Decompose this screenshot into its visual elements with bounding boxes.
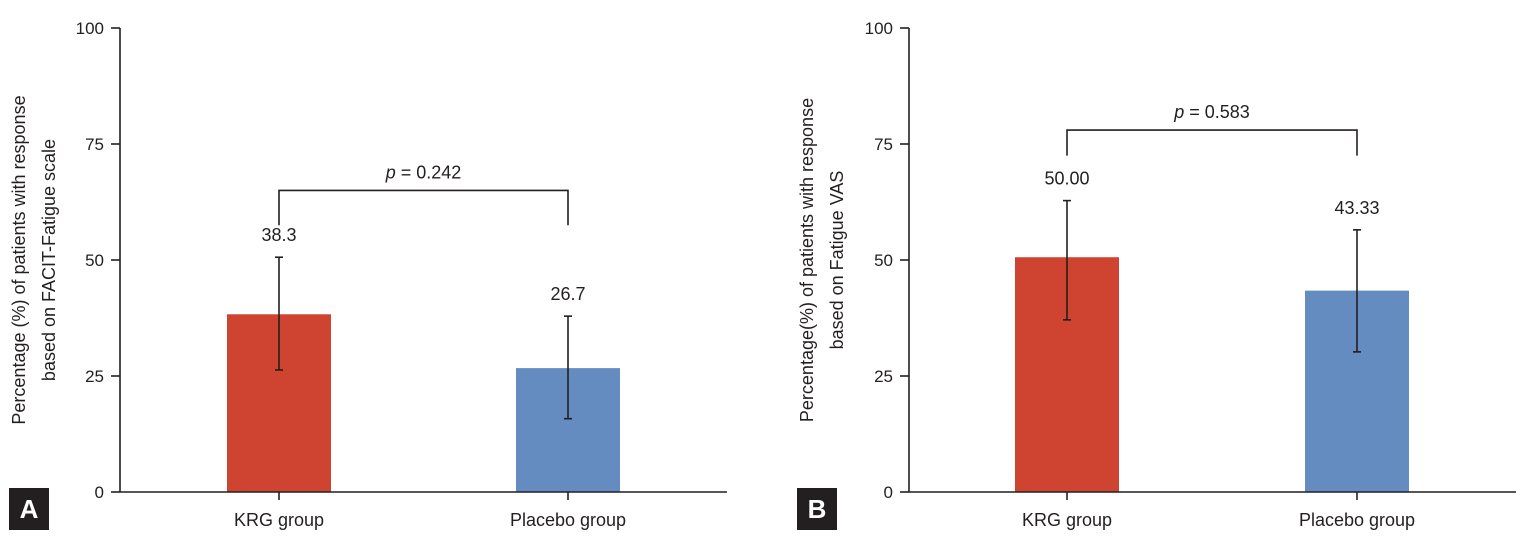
p-symbol: p [385,162,396,182]
y-tick-label: 100 [865,19,893,38]
y-tick-label: 25 [874,367,893,386]
significance-bracket [1066,129,1358,156]
y-axis-label: Percentage(%) of patients with response [797,98,817,422]
p-value-text: = 0.583 [1184,102,1250,122]
y-tick-label: 25 [85,367,104,386]
chart-panel-b: 0 25 50 75 100 KRG group Placebo group 50.00 43.… [797,19,1516,530]
y-tick-label: 50 [874,251,893,270]
y-tick-label: 50 [85,251,104,270]
x-tick-label: Placebo group [510,510,626,530]
y-tick-label: 75 [874,135,893,154]
panel-letter: B [808,494,827,524]
y-axis-label: based on FACIT-Fatigue scale [39,139,59,381]
panel-letter: A [20,494,39,524]
y-tick-label: 75 [85,135,104,154]
panel-letter-box [9,488,49,530]
data-label: 50.00 [1044,169,1089,189]
p-value-label: p = 0.242 [385,162,462,182]
y-tick-label: 0 [95,483,104,502]
x-tick-label: Placebo group [1299,510,1415,530]
y-axis-label: based on Fatigue VAS [827,171,847,350]
y-tick-label: 0 [884,483,893,502]
data-label: 26.7 [550,284,585,304]
y-axis-label: Percentage (%) of patients with response [9,95,29,424]
panel-letter-box [797,488,837,530]
p-symbol: p [1173,102,1184,122]
p-value-text: = 0.242 [396,162,462,182]
p-value-label: p = 0.583 [1173,102,1250,122]
x-tick-label: KRG group [1022,510,1112,530]
data-label: 38.3 [261,225,296,245]
chart-panel-a: 0 25 50 75 100 KRG group Placebo group 38.3 26.7… [9,19,727,530]
significance-bracket [278,189,569,226]
y-tick-label: 100 [76,19,104,38]
data-label: 43.33 [1334,198,1379,218]
x-tick-label: KRG group [234,510,324,530]
